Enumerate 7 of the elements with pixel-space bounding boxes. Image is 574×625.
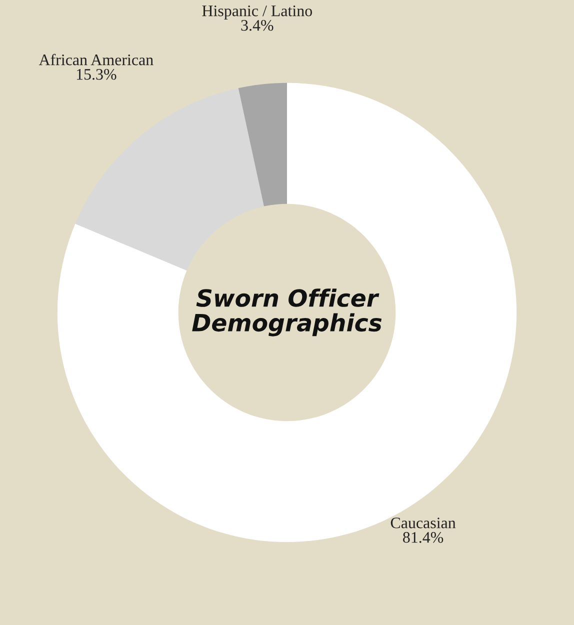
data-label: 81.4%: [403, 532, 444, 543]
slice-label: Caucasian: [390, 518, 456, 528]
data-label: 3.4%: [241, 20, 274, 31]
slice-label: Hispanic / Latino: [202, 6, 312, 20]
text: Sworn Officer Demographics: [192, 288, 382, 336]
slice-label: African American: [38, 54, 154, 66]
data-label: 15.3%: [76, 68, 116, 80]
